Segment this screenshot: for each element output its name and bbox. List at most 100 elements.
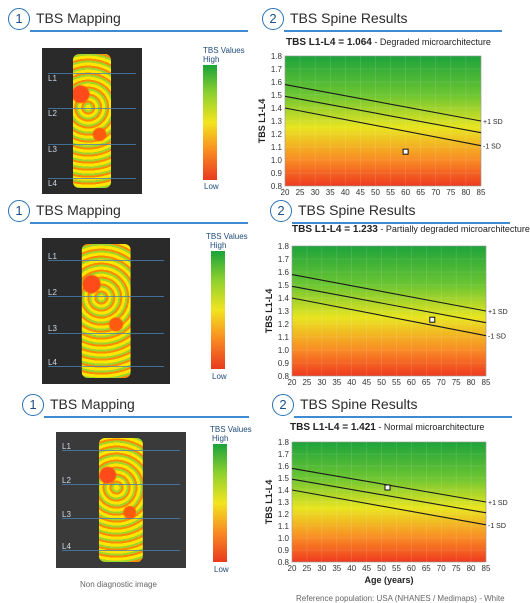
y-tick-label: 1.7 [278, 255, 290, 264]
x-tick-label: 75 [452, 564, 461, 573]
tbs-result-line: TBS L1-L4 = 1.064 - Degraded microarchit… [286, 37, 491, 48]
results-title: TBS Spine Results [290, 10, 408, 26]
vertebra-label: L1 [48, 252, 57, 261]
y-tick-label: 1.8 [271, 52, 283, 61]
x-tick-label: 70 [431, 188, 440, 197]
vertebra-label: L2 [48, 288, 57, 297]
vertebra-divider [48, 144, 136, 145]
x-tick-label: 85 [477, 188, 486, 197]
tbs-interpretation: - Degraded microarchitecture [371, 37, 491, 47]
reference-curve [291, 478, 487, 514]
x-tick-label: 60 [401, 188, 410, 197]
vertebra-divider [62, 450, 180, 451]
mapping-header: 1 TBS Mapping [8, 200, 248, 224]
vertebra-label: L4 [48, 358, 57, 367]
tbs-color-scale [213, 444, 227, 562]
scale-low-label: Low [204, 182, 219, 191]
sd-curve-label: -1 SD [483, 144, 501, 151]
scale-low-label: Low [214, 565, 229, 574]
y-tick-label: 1.2 [278, 510, 290, 519]
y-tick-label: 1.6 [278, 268, 290, 277]
reference-curve [291, 297, 487, 337]
tbs-panel-1: 1 TBS Mapping L1 L2 L3 L4 TBS Values Hig… [0, 0, 530, 200]
header-underline [284, 30, 502, 32]
tbs-panel-2: 1 TBS Mapping L1 L2 L3 L4 TBS Values Hig… [0, 200, 530, 392]
results-header: 2 TBS Spine Results [270, 200, 510, 224]
tbs-result-line: TBS L1-L4 = 1.421 - Normal microarchitec… [290, 422, 484, 433]
tbs-color-scale [203, 65, 217, 180]
x-tick-label: 25 [302, 378, 311, 387]
x-tick-label: 85 [482, 564, 491, 573]
results-header: 2 TBS Spine Results [262, 8, 502, 32]
header-underline [30, 30, 248, 32]
reference-curve [284, 107, 482, 147]
vertebra-divider [48, 366, 164, 367]
vertebra-divider [62, 518, 180, 519]
mapping-title: TBS Mapping [50, 396, 135, 412]
y-tick-label: 1.5 [278, 281, 290, 290]
vertebra-divider [48, 296, 164, 297]
x-tick-label: 70 [437, 378, 446, 387]
tbs-interpretation: - Normal microarchitecture [375, 422, 485, 432]
tbs-chart-2: 20 25 30 35 40 45 50 55 60 65 70 75 80 85 0.8 0.9 1.0 1.1… [264, 242, 508, 387]
sd-curve-label: +1 SD [488, 500, 508, 507]
x-tick-label: 55 [392, 378, 401, 387]
y-tick-label: 1.3 [278, 498, 290, 507]
scale-low-label: Low [212, 372, 227, 381]
y-tick-label: 0.9 [278, 546, 290, 555]
tbs-map-image: L1 L2 L3 L4 [42, 238, 170, 384]
sd-curve-label: -1 SD [488, 334, 506, 341]
vertebra-divider [48, 333, 164, 334]
x-tick-label: 20 [288, 378, 297, 387]
y-axis-label: TBS L1-L4 [264, 480, 274, 525]
y-tick-label: 1.2 [278, 320, 290, 329]
tbs-panel-3: 1 TBS Mapping L1 L2 L3 L4 Non diagnostic… [0, 392, 530, 603]
x-tick-label: 45 [356, 188, 365, 197]
image-caption: Non diagnostic image [80, 580, 157, 589]
x-tick-label: 80 [461, 188, 470, 197]
reference-curve [291, 285, 487, 324]
header-underline [292, 222, 510, 224]
y-tick-label: 1.8 [278, 242, 290, 251]
x-tick-label: 40 [347, 564, 356, 573]
y-tick-label: 0.8 [271, 182, 283, 191]
x-tick-label: 30 [317, 564, 326, 573]
x-tick-label: 50 [377, 378, 386, 387]
x-tick-label: 75 [452, 378, 461, 387]
y-tick-label: 1.6 [271, 78, 283, 87]
scale-high-label: High [210, 241, 227, 250]
x-tick-label: 50 [371, 188, 380, 197]
scale-high-label: High [212, 434, 229, 443]
x-tick-label: 45 [362, 564, 371, 573]
step-number-badge: 2 [262, 8, 284, 30]
spine-heatmap [98, 438, 144, 562]
tbs-map-image: L1 L2 L3 L4 [56, 432, 186, 568]
patient-marker [429, 316, 436, 323]
x-tick-label: 65 [422, 378, 431, 387]
tbs-map-image: L1 L2 L3 L4 [42, 48, 142, 194]
y-axis-label: TBS L1-L4 [257, 99, 267, 144]
vertebra-label: L4 [62, 542, 71, 551]
tbs-result-line: TBS L1-L4 = 1.233 - Partially degraded m… [292, 224, 530, 235]
vertebra-label: L1 [62, 442, 71, 451]
tbs-interpretation: - Partially degraded microarchitecture [377, 224, 530, 234]
patient-marker [384, 484, 391, 491]
x-tick-label: 40 [347, 378, 356, 387]
spine-heatmap [81, 244, 131, 378]
mapping-header: 1 TBS Mapping [8, 8, 248, 32]
y-tick-label: 1.0 [278, 534, 290, 543]
y-tick-label: 1.4 [271, 104, 283, 113]
x-tick-label: 25 [302, 564, 311, 573]
y-tick-label: 1.4 [278, 486, 290, 495]
vertebra-label: L2 [62, 476, 71, 485]
vertebra-label: L2 [48, 109, 57, 118]
x-tick-label: 35 [332, 378, 341, 387]
vertebra-label: L3 [62, 510, 71, 519]
x-tick-label: 50 [377, 564, 386, 573]
tbs-value: TBS L1-L4 = 1.233 [292, 224, 378, 235]
tbs-chart-1: 20 25 30 35 40 45 50 55 60 65 70 75 80 85 0.8 0.9 1.0 1.1… [257, 52, 503, 197]
tbs-color-scale [211, 251, 225, 369]
step-number-badge: 1 [8, 200, 30, 222]
x-tick-label: 35 [332, 564, 341, 573]
y-tick-label: 1.8 [278, 438, 290, 447]
